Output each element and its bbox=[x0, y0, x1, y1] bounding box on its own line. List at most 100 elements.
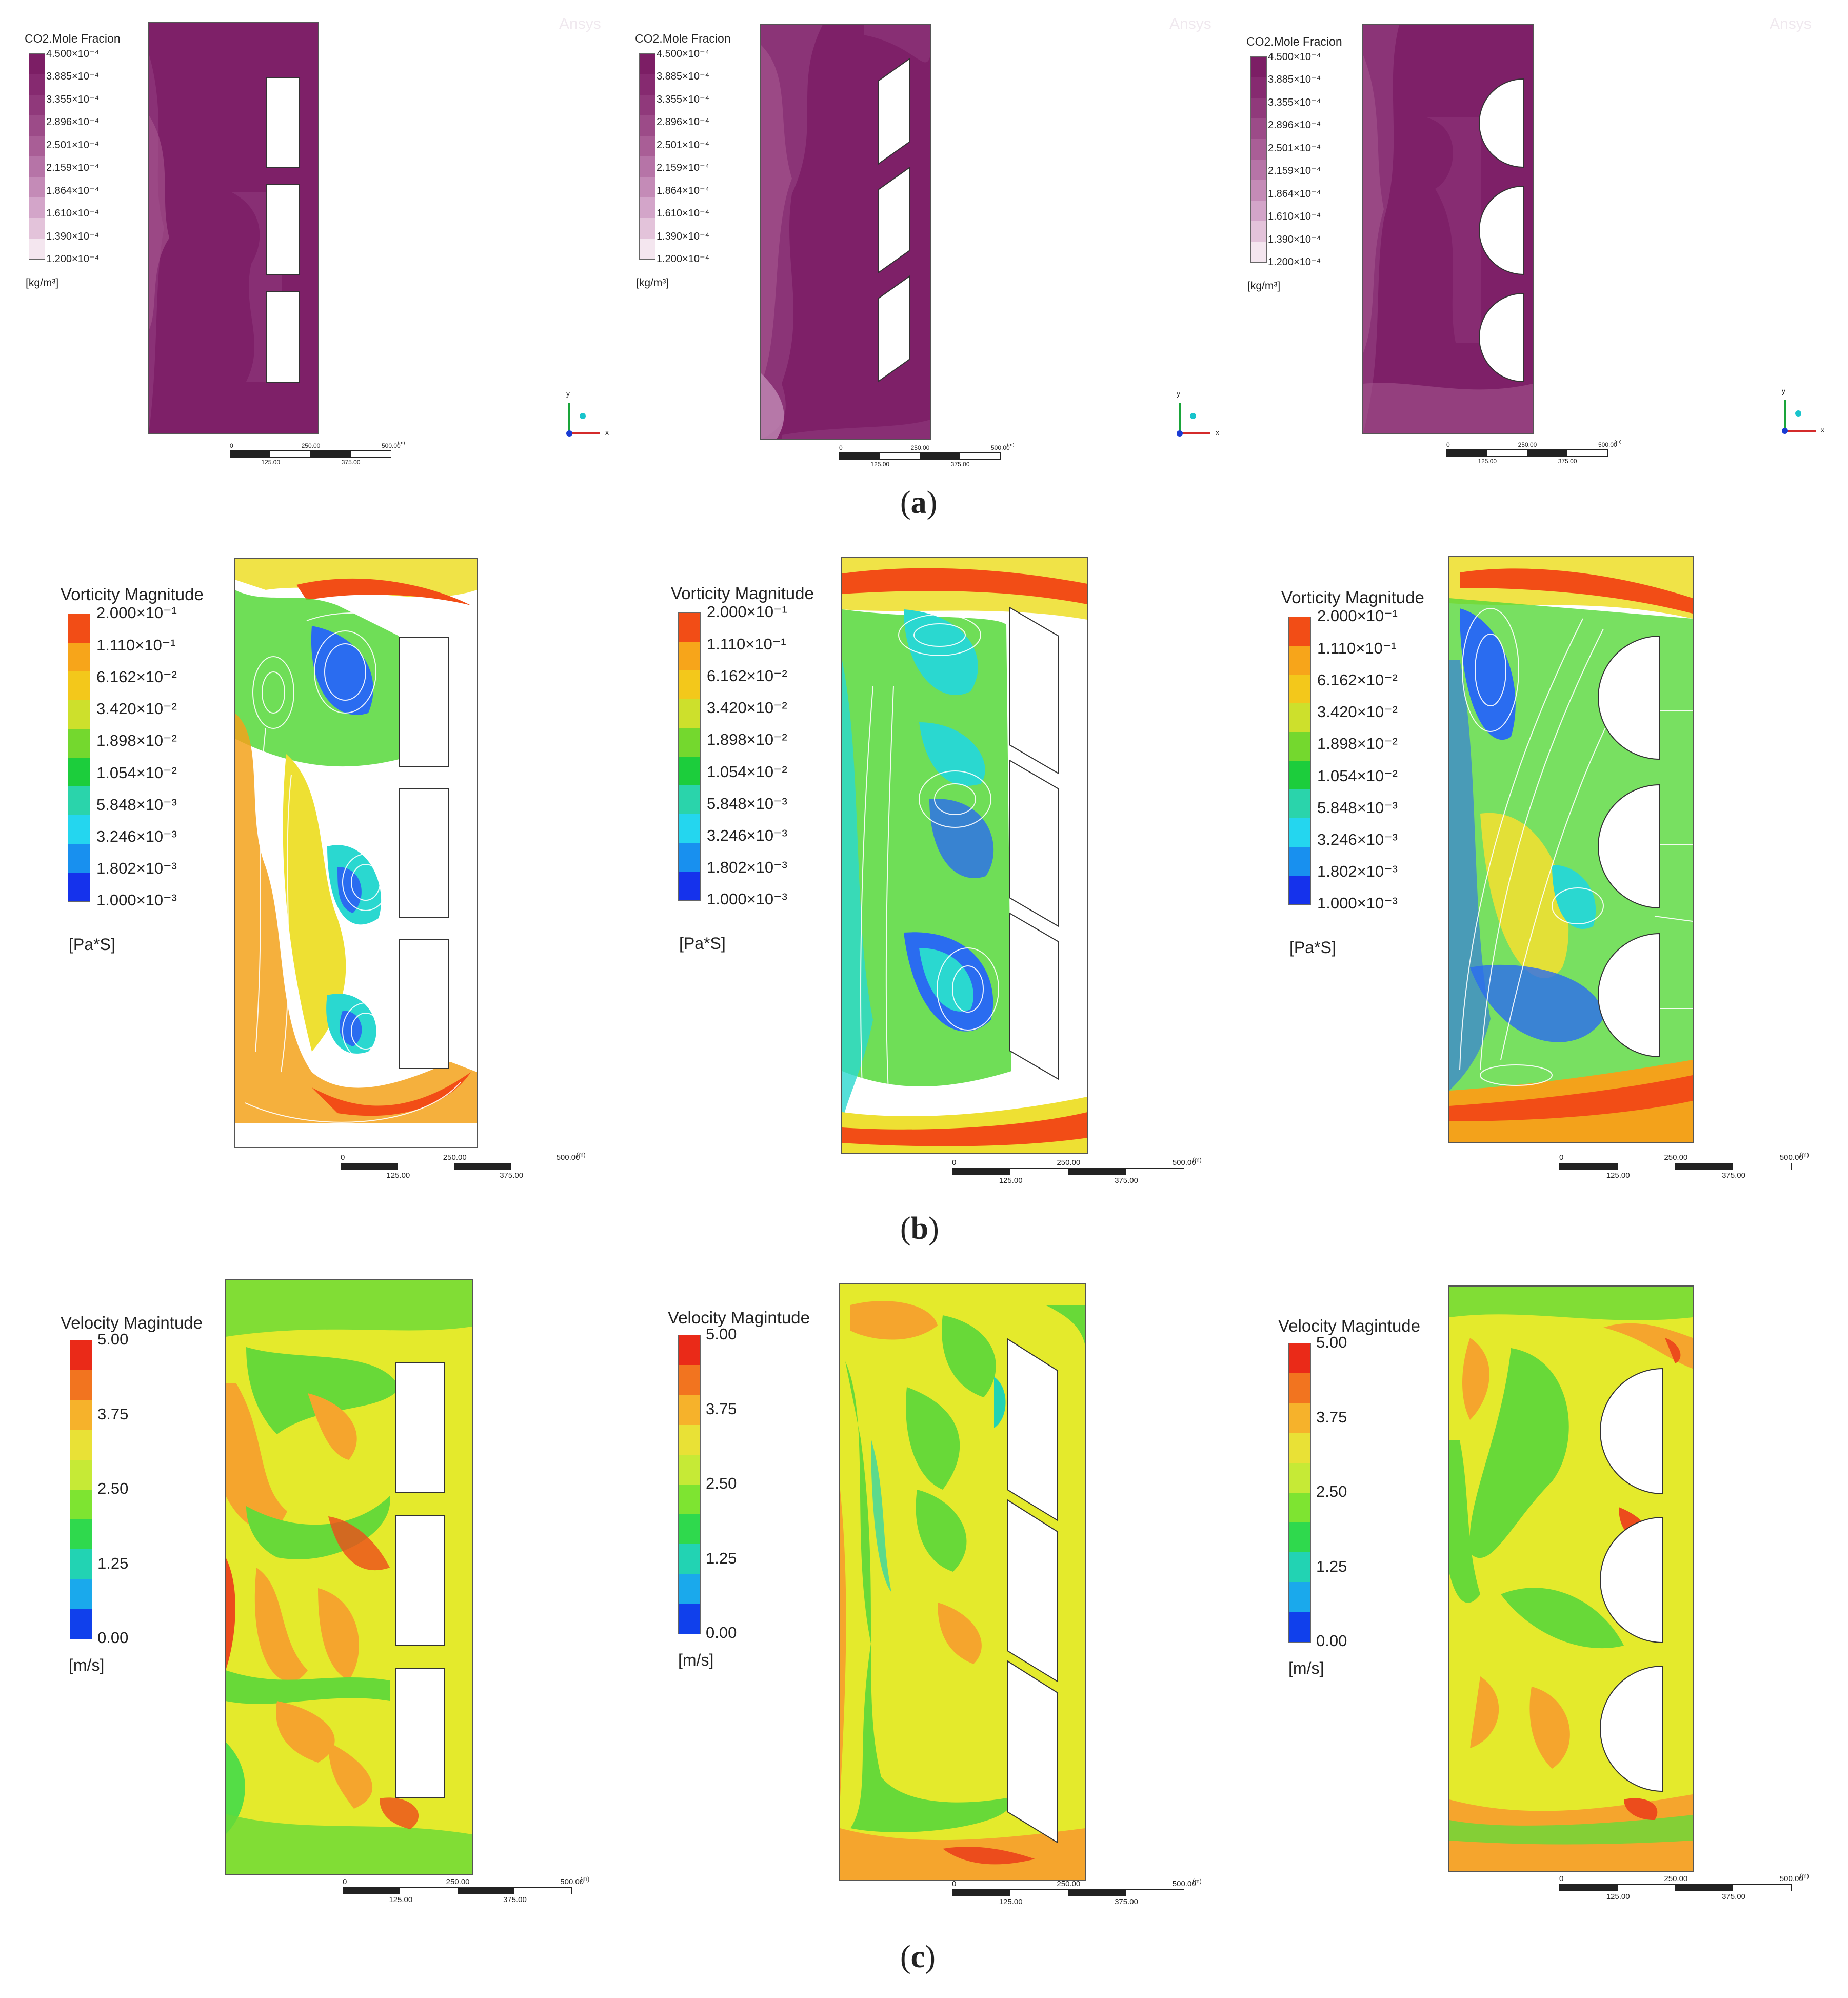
velocity-legend: Velocity Magintude [m/s] 5.00 3.75 2.50 1.2… bbox=[1278, 1316, 1442, 1677]
scale-bar-label: 375.00 bbox=[1115, 1897, 1138, 1906]
colorbar-band bbox=[1289, 703, 1310, 732]
colorbar-band bbox=[679, 1335, 700, 1366]
colorbar-tick-label: 1.802×10⁻³ bbox=[96, 859, 177, 878]
scale-bar: 0 250.00 500.00 125.00 375.00 (m) bbox=[1559, 1151, 1811, 1184]
colorbar-band bbox=[70, 1459, 92, 1490]
colorbar-band bbox=[1289, 675, 1310, 703]
colorbar-band bbox=[68, 643, 90, 671]
co2-field bbox=[761, 25, 930, 439]
scale-bar-label: 125.00 bbox=[999, 1897, 1023, 1906]
scale-bar-label: 125.00 bbox=[999, 1176, 1023, 1185]
scale-bar-line bbox=[952, 1889, 1184, 1896]
colorbar-tick-label: 3.420×10⁻² bbox=[1317, 703, 1398, 721]
colorbar bbox=[1288, 617, 1311, 905]
buildings bbox=[878, 57, 910, 383]
colorbar-tick-label: 3.355×10⁻⁴ bbox=[657, 93, 710, 105]
axis-triad-icon bbox=[566, 403, 600, 437]
colorbar-tick-label: 1.864×10⁻⁴ bbox=[657, 185, 710, 196]
colorbar-band bbox=[679, 699, 700, 728]
colorbar-band bbox=[1251, 118, 1266, 139]
colorbar-unit: [kg/m³] bbox=[636, 277, 669, 289]
colorbar-tick-label: 3.75 bbox=[1316, 1408, 1347, 1426]
scale-bar-label: 250.00 bbox=[1664, 1874, 1688, 1883]
colorbar-band bbox=[679, 1485, 700, 1515]
colorbar-tick-label: 1.200×10⁻⁴ bbox=[1268, 256, 1321, 268]
colorbar-band bbox=[70, 1370, 92, 1400]
velocity-domain-parallelogram bbox=[839, 1283, 1086, 1881]
colorbar-band bbox=[1251, 201, 1266, 221]
scale-bar-label: 125.00 bbox=[261, 459, 281, 466]
colorbar-tick-label: 3.75 bbox=[97, 1404, 129, 1423]
colorbar-tick-label: 1.390×10⁻⁴ bbox=[657, 230, 710, 242]
colorbar-tick-label: 4.500×10⁻⁴ bbox=[1268, 51, 1321, 63]
velocity-legend: Velocity Magintude [m/s] 5.00 3.75 2.50 1.2… bbox=[668, 1308, 832, 1669]
scale-bar-unit: (m) bbox=[576, 1151, 586, 1158]
colorbar-tick-label: 5.848×10⁻³ bbox=[707, 794, 787, 813]
axis-triad-icon bbox=[1177, 403, 1210, 437]
scale-bar-label: 0 bbox=[1446, 441, 1450, 448]
colorbar-tick-label: 1.000×10⁻³ bbox=[96, 891, 177, 909]
colorbar-tick-label: 2.50 bbox=[97, 1479, 129, 1498]
co2-legend: CO2.Mole Fracion [kg/m³] 4.500×10⁻⁴ 3.885… bbox=[635, 32, 768, 299]
scale-bar-label: 250.00 bbox=[443, 1153, 467, 1162]
buildings bbox=[1007, 1338, 1058, 1844]
legend-title: Vorticity Magnitude bbox=[61, 585, 204, 604]
vorticity-domain-rectangular bbox=[234, 558, 478, 1148]
colorbar-band bbox=[679, 872, 700, 900]
velocity-domain-rectangular bbox=[225, 1279, 473, 1875]
velocity-legend: Velocity Magintude [m/s] 5.00 3.75 2.50 1.2… bbox=[61, 1313, 225, 1674]
colorbar-tick-label: 1.110×10⁻¹ bbox=[707, 635, 786, 653]
buildings bbox=[1009, 606, 1059, 1080]
colorbar bbox=[29, 53, 45, 260]
colorbar-band bbox=[1289, 1612, 1310, 1643]
colorbar-unit: [kg/m³] bbox=[1247, 280, 1281, 292]
colorbar-tick-label: 1.110×10⁻¹ bbox=[96, 636, 176, 654]
scale-bar: 0 250.00 500.00 125.00 375.00 (m) bbox=[343, 1875, 591, 1908]
colorbar-band bbox=[679, 1365, 700, 1395]
legend-title: Vorticity Magnitude bbox=[671, 584, 814, 603]
scale-bar-label: 0 bbox=[343, 1877, 347, 1886]
colorbar-band bbox=[640, 239, 655, 259]
colorbar-band bbox=[679, 1454, 700, 1485]
legend-title: Velocity Magintude bbox=[61, 1313, 203, 1332]
axis-y-label: y bbox=[1782, 387, 1785, 395]
colorbar-tick-label: 2.000×10⁻¹ bbox=[96, 604, 177, 622]
scale-bar-label: 375.00 bbox=[500, 1171, 524, 1180]
colorbar-tick-label: 1.802×10⁻³ bbox=[707, 858, 787, 877]
colorbar bbox=[70, 1340, 92, 1639]
velocity-domain-semicircular bbox=[1448, 1285, 1694, 1872]
watermark: Ansys bbox=[1770, 15, 1812, 32]
colorbar-tick-label: 2.000×10⁻¹ bbox=[707, 603, 787, 621]
scale-bar-label: 125.00 bbox=[1478, 458, 1497, 465]
buildings bbox=[1598, 635, 1660, 1058]
colorbar-band bbox=[679, 728, 700, 757]
scale-bar-unit: (m) bbox=[1192, 1877, 1202, 1885]
colorbar-band bbox=[640, 218, 655, 239]
co2-legend: CO2.Mole Fracion [kg/m³] 4.500×10⁻⁴ 3.885… bbox=[1246, 35, 1380, 302]
colorbar-band bbox=[679, 785, 700, 814]
colorbar-tick-label: 1.802×10⁻³ bbox=[1317, 862, 1398, 881]
colorbar-band bbox=[70, 1430, 92, 1460]
colorbar-tick-label: 1.610×10⁻⁴ bbox=[1268, 211, 1321, 223]
colorbar-band bbox=[1251, 160, 1266, 180]
colorbar-band bbox=[29, 218, 45, 239]
colorbar-tick-label: 5.00 bbox=[706, 1325, 737, 1343]
vorticity-field bbox=[842, 558, 1087, 1153]
colorbar-tick-label: 3.355×10⁻⁴ bbox=[1268, 96, 1321, 108]
legend-title: CO2.Mole Fracion bbox=[635, 32, 731, 45]
colorbar-band bbox=[679, 1514, 700, 1545]
legend-title: Velocity Magintude bbox=[1278, 1316, 1421, 1335]
colorbar-tick-label: 5.848×10⁻³ bbox=[1317, 798, 1398, 817]
colorbar-tick-label: 5.00 bbox=[97, 1330, 129, 1349]
colorbar-tick-label: 4.500×10⁻⁴ bbox=[657, 48, 710, 60]
scale-bar-label: 500.00 bbox=[560, 1877, 584, 1886]
co2-domain-parallelogram bbox=[760, 24, 931, 440]
scale-bar-label: 250.00 bbox=[1518, 441, 1537, 448]
colorbar-band bbox=[1289, 1343, 1310, 1374]
colorbar-tick-label: 2.50 bbox=[706, 1474, 737, 1493]
scale-bar-line bbox=[952, 1168, 1184, 1175]
colorbar-tick-label: 3.75 bbox=[706, 1399, 737, 1418]
colorbar-band bbox=[1251, 57, 1266, 77]
scale-bar-label: 375.00 bbox=[1558, 458, 1577, 465]
watermark: Ansys bbox=[559, 15, 601, 32]
